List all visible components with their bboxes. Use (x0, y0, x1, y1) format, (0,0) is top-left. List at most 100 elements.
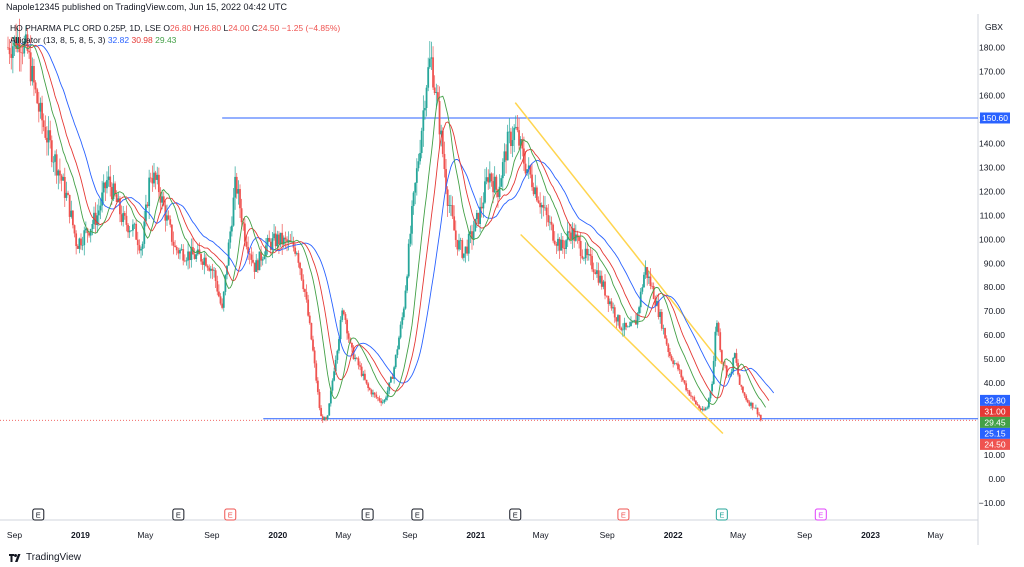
candle (399, 321, 402, 340)
candle (54, 150, 56, 176)
time-axis[interactable]: Sep 2019 May Sep 2020 May Sep 2021 May Sep 2022 May… (7, 530, 944, 540)
candle-body (578, 236, 580, 241)
candle (299, 261, 301, 276)
candle-body (28, 50, 30, 53)
candle-body (88, 232, 91, 236)
candle (325, 416, 327, 422)
candle-body (732, 357, 735, 372)
candle (260, 245, 262, 267)
candle-body (531, 174, 533, 188)
candle (94, 202, 97, 233)
candle-body (485, 177, 488, 182)
candle (219, 293, 222, 306)
candle (80, 233, 82, 250)
x-tick-label: 2022 (664, 530, 683, 540)
candle-body (505, 151, 507, 161)
candle (63, 167, 66, 207)
candle-body (680, 370, 683, 378)
candle (31, 57, 34, 86)
candle (205, 254, 207, 267)
candle-body (336, 350, 339, 360)
candle (97, 198, 100, 227)
candle (305, 284, 308, 303)
price-label-box (980, 416, 1010, 428)
candle-body (167, 215, 170, 220)
candle (490, 172, 493, 187)
price-label-text: 29.45 (984, 417, 1006, 427)
candle-body (548, 221, 551, 223)
candle-body (125, 215, 128, 225)
candle-body (422, 110, 425, 131)
candle-body (464, 246, 467, 254)
x-tick-label: 2020 (268, 530, 287, 540)
candle (211, 263, 214, 280)
candle-body (498, 186, 501, 198)
ohlc-close: 24.50 (258, 23, 280, 33)
candle-body (62, 176, 65, 181)
footer-brand: TradingView (26, 552, 82, 563)
candle-body (488, 173, 491, 183)
candle (751, 402, 754, 411)
candle (185, 257, 188, 266)
candle (394, 354, 397, 369)
earnings-marker: E (509, 508, 522, 521)
candle (368, 386, 371, 391)
candle-body (114, 183, 116, 195)
channel-upper-line (514, 102, 723, 365)
y-tick-label: 120.00 (979, 186, 1005, 196)
candle (573, 223, 576, 248)
candle (574, 224, 577, 242)
candle-body (521, 139, 524, 149)
candle-body (34, 82, 37, 90)
publish-header: Napole12345 published on TradingView.com… (6, 2, 288, 12)
candle (303, 288, 306, 297)
earnings-marker-box (32, 508, 45, 521)
candle-body (516, 126, 519, 131)
candle (187, 241, 189, 270)
candle-body (380, 400, 383, 403)
candle (748, 400, 751, 407)
candle (717, 321, 720, 336)
candle-body (367, 383, 370, 389)
candle-body (248, 253, 251, 255)
candle-body (80, 238, 82, 246)
candle (55, 149, 58, 184)
price-axis[interactable]: −10.000.0010.0020.0030.0040.0050.0060.00… (979, 43, 1006, 509)
candle (484, 168, 486, 204)
candle (756, 407, 759, 418)
candle (125, 205, 128, 232)
candle-body (334, 359, 337, 372)
candle-body (643, 274, 645, 288)
candle-body (42, 120, 45, 128)
candle-body (346, 319, 348, 334)
candle (610, 298, 613, 311)
candle-body (467, 233, 470, 254)
candle (651, 282, 653, 290)
candle-body (462, 253, 465, 258)
earnings-marker-box (814, 508, 827, 521)
candle-body (378, 398, 381, 401)
candle-body (743, 392, 746, 396)
candle-body (618, 315, 621, 328)
y-tick-label: 70.00 (984, 306, 1006, 316)
candle-body (501, 162, 504, 179)
earnings-marker: E (814, 508, 827, 521)
candle-body (673, 363, 676, 364)
candle-body (649, 276, 652, 287)
candle (646, 266, 649, 286)
candle (707, 397, 710, 410)
candle-body (185, 260, 188, 262)
candle (422, 95, 425, 147)
candle-body (414, 182, 417, 193)
candle-body (23, 41, 26, 54)
candle-body (39, 102, 42, 112)
candle-body (7, 47, 9, 49)
candle-body (482, 202, 485, 209)
candle (459, 237, 462, 250)
candle (120, 205, 123, 226)
candle-body (385, 397, 387, 400)
candle-body (670, 356, 673, 361)
